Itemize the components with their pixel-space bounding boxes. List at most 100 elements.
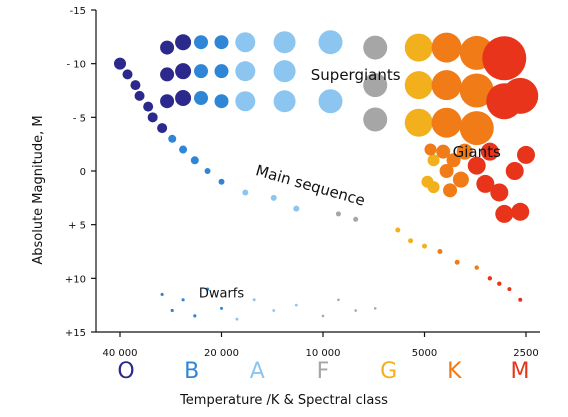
main-sequence-star bbox=[353, 216, 359, 222]
giants-star bbox=[439, 164, 454, 178]
dwarfs-star bbox=[354, 309, 357, 312]
main-sequence-star bbox=[122, 69, 133, 80]
main-sequence-star bbox=[134, 90, 145, 101]
giants-star bbox=[476, 174, 495, 193]
x-tick-label: 40 000 bbox=[103, 348, 138, 359]
supergiants-star bbox=[194, 64, 209, 79]
supergiants-star bbox=[363, 73, 388, 98]
dwarfs-star bbox=[170, 308, 174, 313]
supergiants-star bbox=[273, 60, 296, 83]
giants-star bbox=[427, 154, 440, 167]
dwarfs-star bbox=[294, 303, 298, 307]
giants-star bbox=[495, 204, 514, 223]
dwarfs-star bbox=[272, 309, 276, 312]
y-tick-label: +15 bbox=[65, 328, 86, 339]
supergiants-star bbox=[431, 70, 462, 101]
supergiants-star bbox=[160, 40, 175, 55]
supergiants-star bbox=[175, 90, 192, 107]
giants-star bbox=[467, 156, 486, 175]
dwarfs-star bbox=[220, 306, 223, 310]
region-label-dwarfs: Dwarfs bbox=[199, 287, 245, 302]
main-sequence-star bbox=[143, 101, 154, 112]
giants-star bbox=[505, 162, 524, 180]
supergiants-star bbox=[363, 107, 388, 132]
y-tick-label: - 10 bbox=[66, 60, 86, 71]
supergiants-star bbox=[273, 31, 296, 54]
main-sequence-star bbox=[114, 57, 126, 70]
giants-star bbox=[452, 171, 469, 188]
main-sequence-star bbox=[179, 145, 188, 154]
main-sequence-star bbox=[335, 211, 341, 217]
supergiants-star bbox=[273, 90, 296, 113]
stars-layer bbox=[114, 30, 539, 321]
dwarfs-star bbox=[193, 314, 197, 318]
supergiants-star bbox=[175, 34, 192, 51]
supergiants-star bbox=[459, 111, 494, 146]
y-tick-label: - 5 bbox=[73, 113, 86, 124]
dwarfs-star bbox=[321, 314, 325, 318]
dwarfs-star bbox=[205, 287, 210, 291]
spectral-class-a: A bbox=[250, 359, 265, 384]
main-sequence-star bbox=[507, 287, 512, 292]
supergiants-star bbox=[235, 91, 256, 112]
x-tick-label: 20 000 bbox=[204, 348, 239, 359]
dwarfs-star bbox=[373, 307, 377, 310]
supergiants-star bbox=[235, 32, 256, 53]
spectral-class-f: F bbox=[317, 359, 330, 384]
supergiants-star bbox=[160, 94, 175, 109]
giants-star bbox=[490, 183, 509, 202]
giants-star bbox=[456, 143, 473, 160]
supergiants-star bbox=[404, 71, 433, 100]
dwarfs-star bbox=[160, 292, 164, 297]
main-sequence-star bbox=[168, 134, 177, 143]
main-sequence-star bbox=[437, 249, 443, 254]
supergiants-star bbox=[404, 33, 433, 62]
x-tick-label: 2500 bbox=[513, 348, 538, 359]
supergiants-star bbox=[431, 32, 462, 63]
spectral-class-b: B bbox=[184, 359, 199, 384]
supergiants-star bbox=[194, 91, 209, 106]
main-sequence-star bbox=[422, 243, 427, 249]
giants-star bbox=[436, 144, 451, 159]
main-sequence-star bbox=[395, 227, 401, 233]
main-sequence-star bbox=[204, 168, 211, 174]
giants-star bbox=[480, 142, 499, 161]
main-sequence-star bbox=[518, 297, 523, 302]
spectral-class-o: O bbox=[117, 359, 134, 384]
main-sequence-star bbox=[293, 205, 300, 212]
main-sequence-star bbox=[130, 80, 141, 91]
supergiants-star bbox=[160, 67, 175, 82]
y-tick-label: + 5 bbox=[68, 221, 86, 232]
supergiants-star bbox=[214, 64, 229, 79]
spectral-class-g: G bbox=[380, 359, 397, 384]
main-sequence-star bbox=[474, 265, 479, 270]
main-sequence-star bbox=[157, 123, 168, 134]
spectral-class-k: K bbox=[447, 359, 462, 384]
supergiants-star bbox=[318, 30, 343, 55]
supergiants-star bbox=[214, 94, 229, 109]
main-sequence-star bbox=[497, 281, 502, 286]
main-sequence-star bbox=[190, 156, 199, 165]
dwarfs-star bbox=[181, 298, 185, 302]
giants-star bbox=[424, 143, 437, 156]
giants-star bbox=[443, 183, 458, 198]
supergiants-star bbox=[502, 77, 539, 114]
region-label-supergiants: Supergiants bbox=[311, 66, 401, 84]
spectral-class-m: M bbox=[511, 359, 530, 384]
region-label-giants: Giants bbox=[453, 143, 501, 161]
main-sequence-star bbox=[408, 238, 414, 244]
giants-star bbox=[427, 181, 440, 194]
x-axis-title: Temperature /K & Spectral class bbox=[179, 393, 388, 408]
supergiants-star bbox=[318, 89, 343, 114]
y-tick-label: +10 bbox=[65, 274, 86, 285]
main-sequence-star bbox=[218, 178, 225, 185]
main-sequence-star bbox=[454, 259, 460, 265]
dwarfs-star bbox=[337, 298, 340, 302]
dwarfs-star bbox=[235, 317, 239, 321]
giants-star bbox=[446, 153, 461, 168]
x-axis-ticks: 40 000 20 000 10 000 5000 2500 bbox=[103, 332, 539, 359]
supergiants-star bbox=[404, 108, 433, 137]
y-tick-label: 0 bbox=[80, 167, 86, 178]
